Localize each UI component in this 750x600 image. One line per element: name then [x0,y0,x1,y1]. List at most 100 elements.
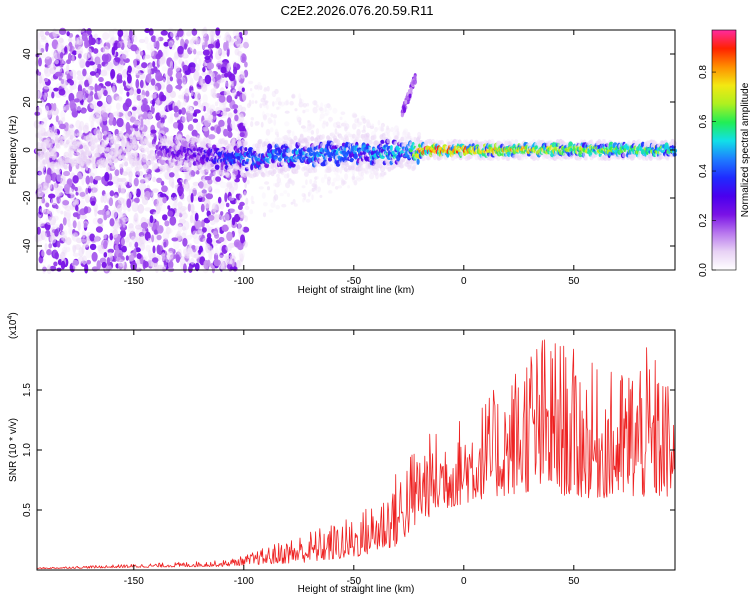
spectrogram-cell [172,201,178,207]
spectrogram-cell [192,147,196,152]
spectrogram-cell [223,237,228,246]
spectrogram-cell [291,93,296,99]
spectrogram-cell [64,46,68,53]
spectrogram-cell [219,252,224,259]
spectrogram-cell [48,193,56,199]
spectrogram-cell [83,52,90,60]
spectrogram-cell [140,235,145,241]
spectrogram-cell [76,74,85,81]
spectrogram-cell [189,77,194,87]
spectrogram-cell [308,189,312,196]
spectrogram-cell [194,212,199,222]
spectrogram-cell [139,79,144,89]
spectrogram-cell [173,55,179,61]
spectrogram-cell [139,183,147,191]
spectrogram-cell [151,98,156,107]
spectrogram-cell [117,197,125,205]
spectrogram-cell [143,118,151,126]
spectrogram-cell [142,255,149,260]
spectrogram-cell [49,67,56,75]
spectrogram-cell [125,133,130,139]
spectrogram-cell [196,121,201,132]
spectrogram-cell [213,259,221,267]
spectrogram-cell [193,100,199,106]
spectrogram-cell [124,161,129,167]
spectrogram-cell [108,29,115,39]
spectrogram-cell [92,114,96,122]
spectrogram-cell [200,203,205,213]
spectrogram-cell [104,81,112,87]
spectrogram-cell [157,36,164,42]
spectrogram-cell [201,227,207,233]
spectrogram-cell [215,176,222,182]
spectrogram-cell [246,179,250,185]
spectrogram-cell [156,177,163,183]
spectrogram-cell [52,215,59,221]
spectrogram-cell [212,231,218,236]
spectrogram-cell [242,226,250,233]
spectrogram-cell [53,182,58,190]
spectrogram-cell [54,187,61,198]
spectrogram-cell [177,78,182,86]
spectrogram-cell [224,139,229,145]
spectrogram-cell [238,114,242,121]
spectrogram-cell [82,109,86,114]
spectrogram-cell [53,102,57,112]
spectrogram-cell [240,71,246,79]
spectrogram-cell [62,217,67,226]
spectrogram-cell [261,192,266,199]
spectrogram-cell [155,204,161,215]
spectrogram-cell [96,100,103,107]
spectrogram-cell [223,213,230,222]
spectrogram-cell [204,112,210,121]
spectrogram-cell [37,71,42,76]
spectrogram-cell [177,94,184,99]
spectrogram-cell [85,166,89,172]
spectrogram-cell [82,101,89,108]
spectrogram-cell [52,151,57,157]
spectrogram-cell [158,249,162,256]
spectrogram-cell [138,159,142,165]
spectrogram-cell [53,87,59,92]
spectrogram-cell [145,73,152,83]
spectrogram-cell [74,76,78,86]
spectrogram-cell [111,46,116,56]
spectrogram-cell [306,126,311,132]
spectrogram-cell [302,109,306,114]
spectrogram-cell [198,181,204,189]
spectrogram-cell [54,228,59,237]
spectrogram-cell [321,134,326,140]
spectrogram-cell [75,205,79,212]
spectrogram-cell [245,197,249,205]
spectrogram-cell [98,77,104,83]
spectrogram-cell [65,246,71,253]
spectrogram-cell [243,241,248,248]
spectrogram-cell [218,119,225,128]
spectrogram-cell [72,175,79,184]
spectrogram-cell [131,106,137,111]
spectrogram-cell [232,104,239,110]
spectrogram-cell [159,164,164,170]
spectrogram-cell [169,76,174,82]
spectrogram-cell [225,81,232,88]
spectrogram-cell [45,137,50,143]
spectrogram-cell [136,259,141,265]
spectrogram-cell [153,229,158,235]
spectrogram-cell [176,99,181,109]
spectrogram-cell [183,220,190,231]
spectrogram-cell [149,134,154,140]
spectrogram-cell [194,262,200,272]
spectrogram-cell [152,60,156,68]
spectrogram-cell [118,259,126,267]
spectrogram-cell [422,155,427,161]
spectrogram-cell [88,36,92,45]
spectrogram-cell [177,224,183,233]
spectrogram-cell [143,111,148,120]
spectrogram-cell [180,116,185,123]
spectrogram-cell [219,78,225,83]
spectrogram-cell [110,68,116,79]
spectrogram-cell [173,199,178,207]
spectrogram-cell [99,39,104,46]
spectrogram-cell [160,122,165,128]
spectrogram-cell [102,45,110,55]
